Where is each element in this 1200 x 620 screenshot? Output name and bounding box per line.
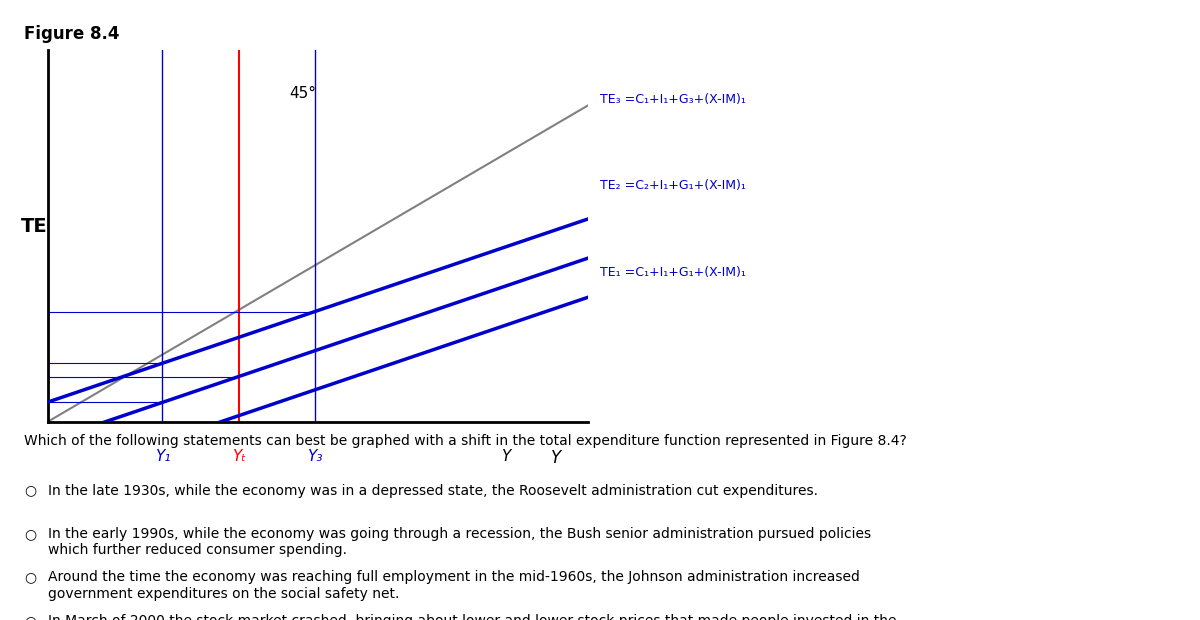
Text: ○: ○ — [24, 527, 36, 541]
Text: Y: Y — [500, 449, 510, 464]
Text: TE₂ =C₂+I₁+G₁+(X-IM)₁: TE₂ =C₂+I₁+G₁+(X-IM)₁ — [600, 180, 746, 192]
Text: Y₃: Y₃ — [307, 449, 323, 464]
Text: 45°: 45° — [289, 86, 317, 100]
Text: In the early 1990s, while the economy was going through a recession, the Bush se: In the early 1990s, while the economy wa… — [48, 527, 871, 557]
Text: Figure 8.4: Figure 8.4 — [24, 25, 120, 43]
Text: Around the time the economy was reaching full employment in the mid-1960s, the J: Around the time the economy was reaching… — [48, 570, 860, 601]
Text: Yₜ: Yₜ — [232, 449, 246, 464]
Text: ○: ○ — [24, 614, 36, 620]
Y-axis label: TE: TE — [20, 216, 48, 236]
Text: In March of 2000 the stock market crashed, bringing about lower and lower stock : In March of 2000 the stock market crashe… — [48, 614, 896, 620]
Text: In the late 1930s, while the economy was in a depressed state, the Roosevelt adm: In the late 1930s, while the economy was… — [48, 484, 818, 498]
Text: Which of the following statements can best be graphed with a shift in the total : Which of the following statements can be… — [24, 434, 907, 448]
Text: TE₁ =C₁+I₁+G₁+(X-IM)₁: TE₁ =C₁+I₁+G₁+(X-IM)₁ — [600, 267, 746, 279]
Text: ○: ○ — [24, 570, 36, 585]
Text: Y₁: Y₁ — [155, 449, 170, 464]
Text: TE₃ =C₁+I₁+G₃+(X-IM)₁: TE₃ =C₁+I₁+G₃+(X-IM)₁ — [600, 93, 746, 105]
Text: Y: Y — [551, 449, 562, 467]
Text: ○: ○ — [24, 484, 36, 498]
